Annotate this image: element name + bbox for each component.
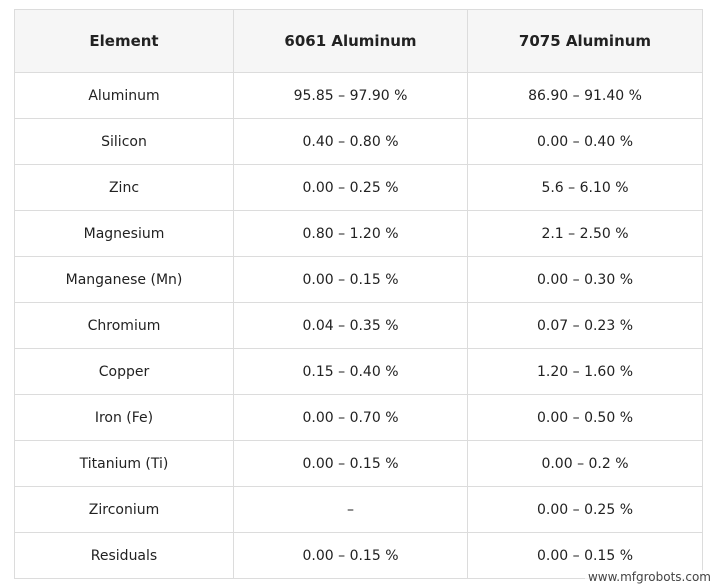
table-cell: –: [233, 486, 468, 533]
table-cell: 0.07 – 0.23 %: [467, 302, 703, 349]
table-row: Chromium 0.04 – 0.35 % 0.07 – 0.23 %: [14, 302, 703, 349]
table-cell: 2.1 – 2.50 %: [467, 210, 703, 257]
watermark: www.mfgrobots.com: [584, 570, 714, 584]
table-cell: 0.00 – 0.70 %: [233, 394, 468, 441]
table-row: Manganese (Mn) 0.00 – 0.15 % 0.00 – 0.30 %: [14, 256, 703, 303]
table-cell: Chromium: [14, 302, 234, 349]
table-cell: 95.85 – 97.90 %: [233, 72, 468, 119]
table-cell: Magnesium: [14, 210, 234, 257]
table-cell: 1.20 – 1.60 %: [467, 348, 703, 395]
header-row: Element 6061 Aluminum 7075 Aluminum: [14, 9, 703, 73]
table-cell: 0.40 – 0.80 %: [233, 118, 468, 165]
table-cell: 0.00 – 0.40 %: [467, 118, 703, 165]
table-row: Copper 0.15 – 0.40 % 1.20 – 1.60 %: [14, 348, 703, 395]
table-cell: 0.15 – 0.40 %: [233, 348, 468, 395]
table-row: Zinc 0.00 – 0.25 % 5.6 – 6.10 %: [14, 164, 703, 211]
table-cell: 0.00 – 0.30 %: [467, 256, 703, 303]
table-row: Titanium (Ti) 0.00 – 0.15 % 0.00 – 0.2 %: [14, 440, 703, 487]
table-cell: 0.00 – 0.25 %: [233, 164, 468, 211]
table-row: Aluminum 95.85 – 97.90 % 86.90 – 91.40 %: [14, 72, 703, 119]
table-cell: Residuals: [14, 532, 234, 579]
table-row: Magnesium 0.80 – 1.20 % 2.1 – 2.50 %: [14, 210, 703, 257]
header-cell: 7075 Aluminum: [467, 9, 703, 73]
table-cell: Iron (Fe): [14, 394, 234, 441]
table-row: Silicon 0.40 – 0.80 % 0.00 – 0.40 %: [14, 118, 703, 165]
composition-table: Element 6061 Aluminum 7075 Aluminum Alumin…: [14, 9, 703, 579]
table-cell: Silicon: [14, 118, 234, 165]
table-row: Iron (Fe) 0.00 – 0.70 % 0.00 – 0.50 %: [14, 394, 703, 441]
table-cell: Zirconium: [14, 486, 234, 533]
table-cell: 0.80 – 1.20 %: [233, 210, 468, 257]
table-cell: Aluminum: [14, 72, 234, 119]
table-cell: Titanium (Ti): [14, 440, 234, 487]
table-body: Aluminum 95.85 – 97.90 % 86.90 – 91.40 % Si…: [14, 72, 703, 579]
table-cell: Copper: [14, 348, 234, 395]
table-cell: 86.90 – 91.40 %: [467, 72, 703, 119]
table-cell: 0.00 – 0.15 %: [233, 256, 468, 303]
table-cell: 5.6 – 6.10 %: [467, 164, 703, 211]
header-cell: 6061 Aluminum: [233, 9, 468, 73]
table-cell: 0.00 – 0.25 %: [467, 486, 703, 533]
table-cell: 0.00 – 0.50 %: [467, 394, 703, 441]
table-cell: Manganese (Mn): [14, 256, 234, 303]
table-cell: Zinc: [14, 164, 234, 211]
table-cell: 0.00 – 0.15 %: [233, 440, 468, 487]
header-cell: Element: [14, 9, 234, 73]
table-row: Zirconium –0.00 – 0.25 %: [14, 486, 703, 533]
table-cell: 0.00 – 0.2 %: [467, 440, 703, 487]
table-cell: 0.00 – 0.15 %: [233, 532, 468, 579]
table-cell: 0.04 – 0.35 %: [233, 302, 468, 349]
table-row: Residuals 0.00 – 0.15 % 0.00 – 0.15 %: [14, 532, 703, 579]
